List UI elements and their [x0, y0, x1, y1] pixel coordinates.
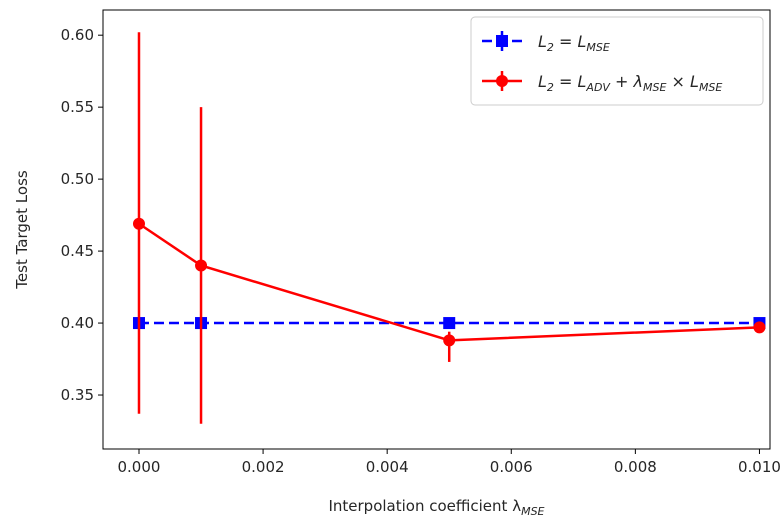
legend-label-subscript: MSE	[643, 81, 666, 94]
series-1	[132, 32, 766, 424]
legend-marker	[496, 75, 508, 87]
legend-label: L2​ = LMSE​	[538, 32, 610, 54]
x-axis-label-main: Interpolation coefficient λ	[328, 497, 521, 515]
legend-label: L2​ = LADV​ + λMSE​ × LMSE​	[538, 72, 722, 94]
legend-label-subscript: 2	[547, 41, 554, 54]
legend-entry: L2​ = LMSE​	[482, 31, 610, 54]
x-axis-label: Interpolation coefficient λMSE	[328, 497, 544, 518]
legend-label-part: = L	[554, 32, 587, 51]
x-tick-label: 0.006	[490, 458, 533, 476]
legend-label-part: × L	[666, 72, 699, 91]
y-tick-label: 0.35	[61, 386, 94, 404]
legend-label-part: = L	[554, 72, 587, 91]
data-point	[753, 321, 766, 334]
data-point	[443, 317, 456, 330]
legend-label-subscript: MSE	[586, 41, 609, 54]
x-tick-label: 0.000	[118, 458, 161, 476]
y-tick-label: 0.40	[61, 314, 94, 332]
legend-marker	[496, 35, 508, 47]
series-0	[132, 317, 766, 330]
legend-frame	[470, 16, 764, 106]
legend: L2​ = LMSE​L2​ = LADV​ + λMSE​ × LMSE​	[470, 16, 764, 106]
x-tick-label: 0.004	[366, 458, 409, 476]
x-axis-label-subscript: MSE	[521, 505, 544, 518]
y-tick-label: 0.55	[61, 98, 94, 116]
series-layer	[132, 32, 766, 424]
y-tick-label: 0.60	[61, 26, 94, 44]
y-axis-ticks: 0.35 0.40 0.45 0.50 0.55 0.60	[61, 26, 103, 404]
legend-entry: L2​ = LADV​ + λMSE​ × LMSE​	[482, 71, 722, 94]
legend-label-part: + λ	[610, 72, 643, 91]
legend-label-subscript: 2	[547, 81, 554, 94]
plot-frame	[102, 9, 771, 450]
legend-label-subscript: ADV	[585, 81, 611, 94]
legend-label-part: L	[538, 32, 547, 51]
legend-label-subscript: MSE	[699, 81, 722, 94]
series-line	[138, 222, 760, 342]
y-axis-label: Test Target Loss	[13, 170, 31, 290]
x-axis-ticks: 0.000 0.002 0.004 0.006 0.008 0.010	[118, 449, 780, 476]
data-point	[443, 334, 456, 347]
x-tick-label: 0.010	[738, 458, 780, 476]
y-tick-label: 0.45	[61, 242, 94, 260]
x-tick-label: 0.008	[614, 458, 657, 476]
legend-label-part: L	[538, 72, 547, 91]
data-point	[195, 259, 208, 272]
data-point	[132, 217, 145, 230]
x-tick-label: 0.002	[242, 458, 285, 476]
y-tick-label: 0.50	[61, 170, 94, 188]
